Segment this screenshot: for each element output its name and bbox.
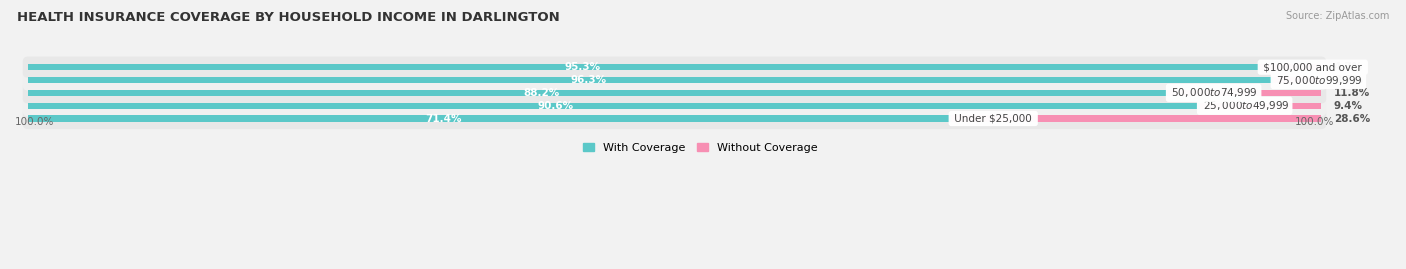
- Text: 96.3%: 96.3%: [571, 75, 606, 85]
- FancyBboxPatch shape: [22, 95, 1326, 116]
- Text: 28.6%: 28.6%: [1334, 114, 1371, 123]
- Text: HEALTH INSURANCE COVERAGE BY HOUSEHOLD INCOME IN DARLINGTON: HEALTH INSURANCE COVERAGE BY HOUSEHOLD I…: [17, 11, 560, 24]
- FancyBboxPatch shape: [22, 108, 1326, 129]
- Bar: [28, 102, 1199, 109]
- Text: 4.7%: 4.7%: [1334, 62, 1364, 72]
- Bar: [1199, 102, 1322, 109]
- Text: Source: ZipAtlas.com: Source: ZipAtlas.com: [1285, 11, 1389, 21]
- Text: 100.0%: 100.0%: [1295, 117, 1334, 127]
- Bar: [952, 115, 1322, 122]
- Bar: [1260, 64, 1322, 70]
- Text: $100,000 and over: $100,000 and over: [1260, 62, 1365, 72]
- Text: 3.7%: 3.7%: [1334, 75, 1362, 85]
- Bar: [28, 77, 1274, 83]
- Legend: With Coverage, Without Coverage: With Coverage, Without Coverage: [583, 143, 817, 153]
- Text: 88.2%: 88.2%: [523, 88, 560, 98]
- Text: 71.4%: 71.4%: [425, 114, 461, 123]
- FancyBboxPatch shape: [22, 82, 1326, 104]
- Bar: [28, 115, 952, 122]
- FancyBboxPatch shape: [22, 56, 1326, 78]
- Bar: [28, 90, 1168, 96]
- Text: 9.4%: 9.4%: [1334, 101, 1362, 111]
- Text: 95.3%: 95.3%: [564, 62, 600, 72]
- Text: 90.6%: 90.6%: [537, 101, 574, 111]
- Bar: [1274, 77, 1322, 83]
- Bar: [28, 64, 1260, 70]
- Text: 100.0%: 100.0%: [15, 117, 55, 127]
- Text: 11.8%: 11.8%: [1334, 88, 1371, 98]
- Text: Under $25,000: Under $25,000: [952, 114, 1035, 123]
- FancyBboxPatch shape: [22, 69, 1326, 91]
- Bar: [1168, 90, 1322, 96]
- Text: $25,000 to $49,999: $25,000 to $49,999: [1199, 99, 1289, 112]
- Text: $75,000 to $99,999: $75,000 to $99,999: [1274, 73, 1364, 87]
- Text: $50,000 to $74,999: $50,000 to $74,999: [1168, 86, 1258, 99]
